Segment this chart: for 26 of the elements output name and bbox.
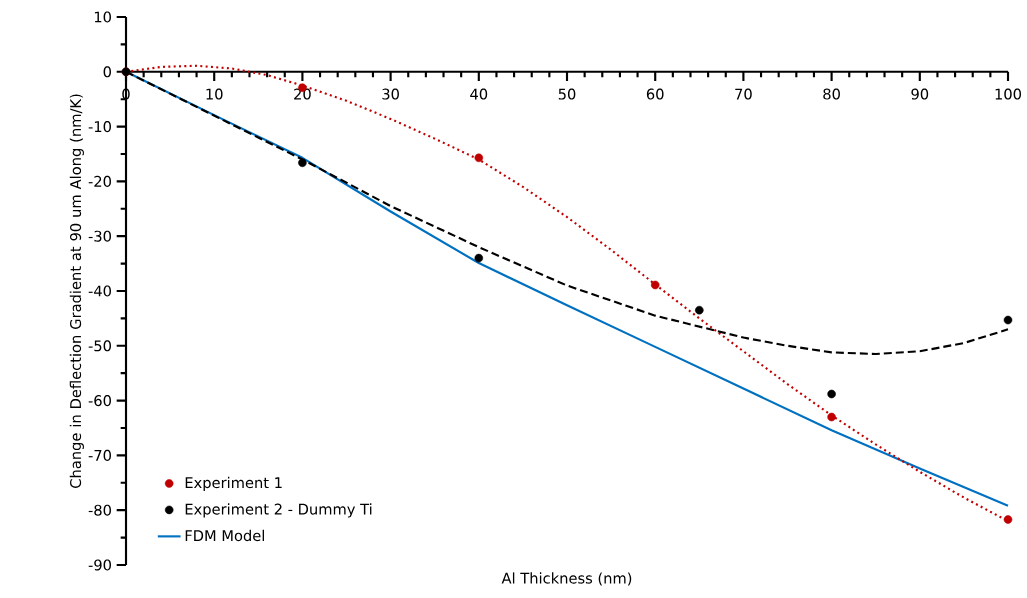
x-axis-title: Al Thickness (nm) xyxy=(501,572,632,586)
x-tick-label: 50 xyxy=(558,88,576,100)
x-tick-label: 20 xyxy=(294,88,311,100)
y-tick-label: 0 xyxy=(103,66,111,78)
y-tick-label: -20 xyxy=(88,175,111,187)
y-tick-label: -40 xyxy=(88,285,111,297)
x-tick-label: 70 xyxy=(735,88,752,100)
y-tick-label: -90 xyxy=(88,559,111,571)
x-tick-label: 40 xyxy=(470,88,488,100)
legend-label: Experiment 1 xyxy=(185,476,282,492)
x-tick-label: 30 xyxy=(382,88,399,100)
y-axis-title: Change in Deflection Gradient at 90 um Along (nm/K) xyxy=(69,94,84,488)
x-tick-label: 10 xyxy=(206,88,223,100)
y-tick-label: -80 xyxy=(88,504,111,516)
y-tick-label: -50 xyxy=(88,340,111,352)
legend-label: FDM Model xyxy=(185,529,264,542)
legend-label: Experiment 2 - Dummy Ti xyxy=(185,503,372,518)
y-tick-label: -10 xyxy=(88,121,111,133)
y-tick-label: 10 xyxy=(94,11,111,23)
y-tick-label: -30 xyxy=(88,230,111,242)
x-tick-label: 100 xyxy=(995,88,1022,100)
x-tick-label: 60 xyxy=(646,88,664,100)
x-tick-label: 90 xyxy=(911,88,929,100)
x-tick-label: 80 xyxy=(823,88,840,100)
y-tick-label: -70 xyxy=(88,449,111,461)
y-tick-label: -60 xyxy=(88,395,111,407)
